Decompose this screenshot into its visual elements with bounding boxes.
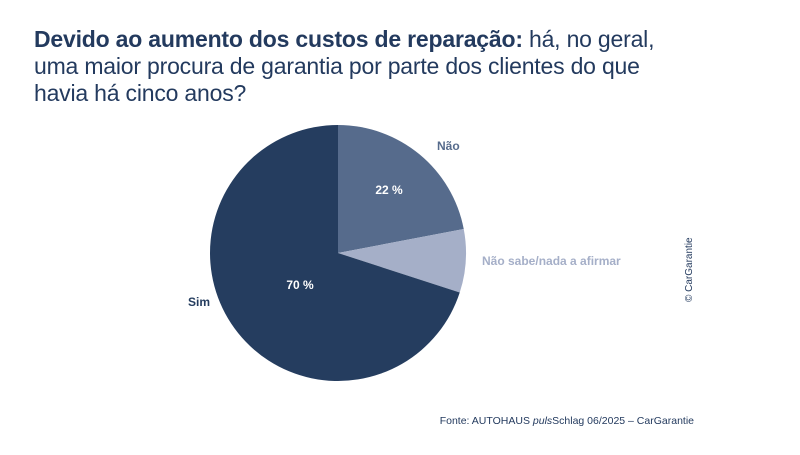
source-italic: puls — [532, 415, 553, 427]
pie-slice-2 — [210, 125, 460, 381]
source-prefix: Fonte: AUTOHAUS — [439, 415, 533, 427]
slice-value-2: 70 % — [286, 278, 314, 292]
slice-label-0: Não — [437, 139, 460, 153]
source-suffix: Schlag 06/2025 – CarGarantie — [552, 415, 694, 427]
source-note: Fonte: AUTOHAUS pulsSchlag 06/2025 – Car… — [440, 415, 694, 427]
pie-slice-1 — [338, 229, 466, 293]
pie-slice-0 — [338, 125, 464, 253]
slice-value-0: 22 % — [375, 183, 403, 197]
copyright-text: © CarGarantie — [684, 237, 695, 302]
slice-label-1: Não sabe/nada a afirmar — [482, 254, 621, 268]
title-rest: há, no geral, uma maior procura de garan… — [34, 26, 655, 106]
slice-label-2: Sim — [188, 295, 210, 309]
title-bold: Devido ao aumento dos custos de reparaçã… — [34, 26, 523, 52]
chart-title: Devido ao aumento dos custos de reparaçã… — [34, 26, 674, 107]
